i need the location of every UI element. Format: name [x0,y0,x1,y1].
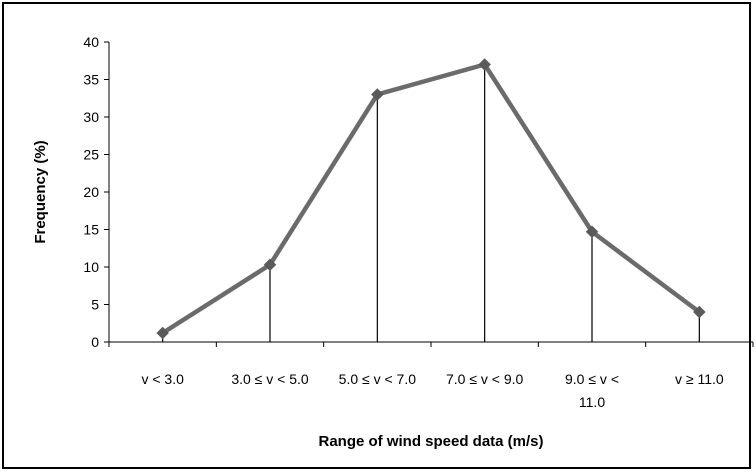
y-tick-label: 0 [91,334,99,350]
y-tick-label: 30 [83,109,99,125]
series-line [161,62,701,335]
y-tick-label: 5 [91,297,99,313]
x-tick-label: v < 3.0 [141,371,184,387]
x-tick-label: 5.0 ≤ v < 7.0 [339,371,417,387]
data-point-marker [263,258,277,272]
data-point-marker [370,88,384,101]
tick-labels: 0 5 10 15 20 25 30 35 40 v < 3.0 3.0 ≤ v < 5.0 5.0 … [83,34,723,410]
y-tick-label: 25 [83,147,99,163]
y-tick-label: 35 [83,72,99,88]
chart-frame [2,2,751,469]
series-layer [156,58,706,340]
x-tick-label: v ≥ 11.0 [675,371,724,387]
y-tick-label: 40 [83,34,99,50]
x-tick-label: 11.0 [579,394,605,410]
y-tick-label: 15 [83,222,99,238]
y-tick-label: 10 [83,259,99,275]
x-tick-label: 9.0 ≤ v < [565,371,619,387]
data-point-marker [585,225,599,239]
x-tick-label: 7.0 ≤ v < 9.0 [446,371,524,387]
drop-lines [162,64,700,342]
y-tick-label: 20 [83,184,99,200]
data-point-marker [692,305,706,319]
x-tick-label: 3.0 ≤ v < 5.0 [231,371,309,387]
data-point-marker [156,326,170,340]
axis-layer [104,41,754,347]
y-axis-title: Frequency (%) [32,140,49,243]
data-point-marker [478,58,492,71]
x-axis-title: Range of wind speed data (m/s) [318,433,543,450]
